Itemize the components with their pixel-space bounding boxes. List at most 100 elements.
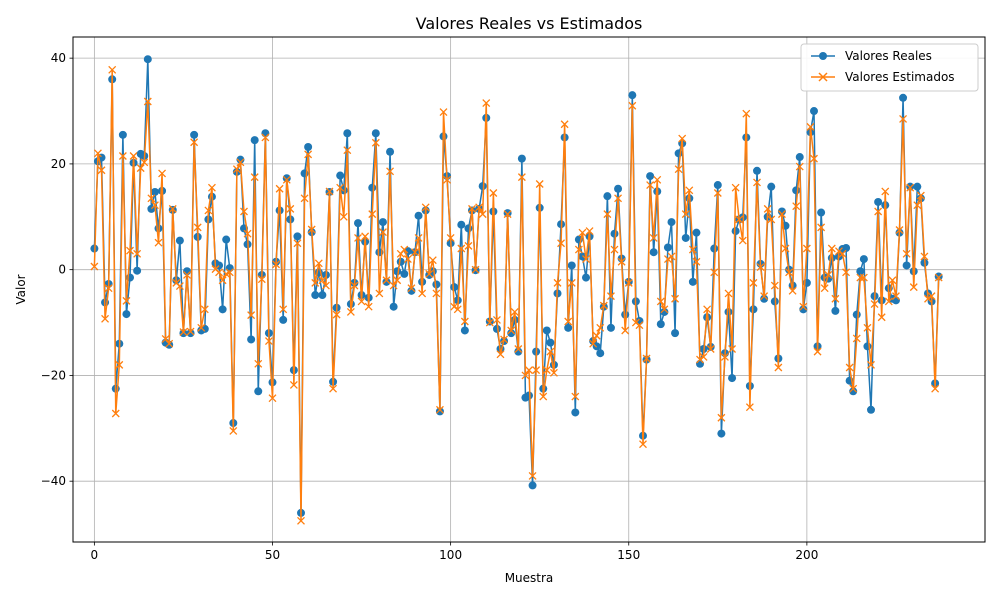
x-tick-label: 100 — [439, 548, 462, 562]
data-point-reales — [133, 266, 142, 275]
data-point-estimados — [927, 292, 936, 301]
data-point-estimados — [165, 339, 174, 348]
data-point-estimados — [542, 366, 551, 375]
y-tick-label: −20 — [41, 368, 66, 382]
x-tick-label: 200 — [795, 548, 818, 562]
data-point-estimados — [386, 167, 395, 176]
data-point-reales — [304, 142, 313, 151]
data-point-reales — [190, 130, 199, 139]
data-point-reales — [564, 323, 573, 332]
data-point-estimados — [325, 187, 334, 196]
data-point-reales — [753, 166, 761, 175]
data-point-estimados — [877, 313, 886, 322]
data-point-estimados — [154, 238, 163, 247]
data-point-reales — [899, 93, 908, 102]
data-point-estimados — [532, 366, 541, 375]
data-point-reales — [795, 153, 804, 162]
data-point-estimados — [842, 268, 851, 277]
data-point-estimados — [304, 150, 313, 159]
data-point-estimados — [243, 229, 252, 238]
data-point-reales — [681, 233, 690, 242]
data-point-estimados — [443, 175, 452, 184]
data-point-estimados — [446, 233, 455, 242]
data-point-estimados — [418, 289, 427, 298]
data-point-estimados — [329, 384, 338, 393]
data-point-estimados — [571, 392, 580, 401]
data-point-estimados — [649, 233, 658, 242]
data-point-reales — [186, 329, 195, 338]
data-point-estimados — [653, 175, 662, 184]
legend-entry-reales: Valores Reales — [811, 49, 932, 63]
data-point-estimados — [143, 97, 152, 106]
data-point-estimados — [389, 281, 398, 290]
data-point-reales — [432, 280, 441, 289]
data-point-estimados — [610, 245, 619, 254]
data-point-reales — [368, 183, 377, 192]
data-point-estimados — [407, 284, 416, 293]
data-point-estimados — [158, 169, 167, 178]
data-point-estimados — [763, 204, 772, 213]
data-point-estimados — [354, 233, 362, 242]
data-point-estimados — [564, 317, 573, 326]
data-point-estimados — [393, 276, 402, 285]
chart-title: Valores Reales vs Estimados — [416, 14, 643, 33]
data-point-estimados — [567, 278, 576, 287]
data-point-estimados — [147, 194, 156, 203]
legend-marker-estimados — [818, 72, 828, 82]
data-point-reales — [713, 181, 722, 190]
data-point-estimados — [118, 152, 127, 160]
data-point-reales — [856, 267, 865, 276]
data-point-estimados — [371, 138, 380, 147]
data-point-reales — [435, 407, 444, 416]
data-point-estimados — [831, 294, 840, 303]
data-point-estimados — [863, 323, 872, 332]
data-point-estimados — [703, 305, 712, 314]
data-point-reales — [150, 187, 159, 196]
data-point-estimados — [774, 363, 783, 372]
data-point-estimados — [179, 328, 188, 337]
legend: Valores Reales Valores Estimados — [800, 43, 979, 92]
data-point-reales — [514, 347, 523, 356]
data-point-estimados — [706, 345, 715, 353]
data-point-estimados — [624, 278, 633, 287]
data-point-reales — [842, 243, 851, 252]
data-point-estimados — [175, 282, 184, 291]
data-point-estimados — [720, 352, 729, 361]
data-point-reales — [389, 302, 398, 311]
data-point-reales — [143, 55, 152, 64]
data-point-reales — [731, 227, 740, 236]
data-point-reales — [503, 209, 512, 218]
data-point-estimados — [931, 384, 940, 393]
data-point-estimados — [628, 101, 637, 110]
x-tick-label: 0 — [91, 548, 99, 562]
data-point-estimados — [521, 371, 530, 380]
data-point-estimados — [599, 301, 608, 310]
data-point-reales — [902, 261, 911, 270]
data-point-estimados — [161, 334, 170, 343]
data-point-estimados — [874, 207, 883, 216]
data-point-estimados — [261, 133, 270, 142]
data-point-reales — [236, 155, 245, 164]
data-point-estimados — [507, 326, 516, 335]
data-point-estimados — [852, 334, 861, 343]
x-tick-label: 50 — [265, 548, 280, 562]
data-point-estimados — [403, 255, 412, 264]
data-point-estimados — [717, 413, 726, 422]
legend-entry-estimados: Valores Estimados — [811, 70, 955, 84]
data-point-estimados — [582, 255, 590, 264]
data-point-estimados — [802, 244, 811, 253]
data-point-reales — [464, 224, 473, 233]
data-point-estimados — [311, 278, 320, 287]
data-point-reales — [660, 307, 669, 316]
data-point-estimados — [525, 366, 533, 375]
data-point-reales — [649, 248, 658, 257]
data-point-estimados — [749, 278, 758, 287]
data-point-reales — [603, 192, 612, 201]
data-point-estimados — [674, 165, 683, 174]
data-point-reales — [400, 269, 409, 278]
data-point-estimados — [795, 162, 804, 171]
data-point-estimados — [97, 166, 106, 175]
data-point-estimados — [813, 347, 822, 356]
data-point-estimados — [781, 244, 790, 253]
data-point-estimados — [247, 311, 256, 320]
